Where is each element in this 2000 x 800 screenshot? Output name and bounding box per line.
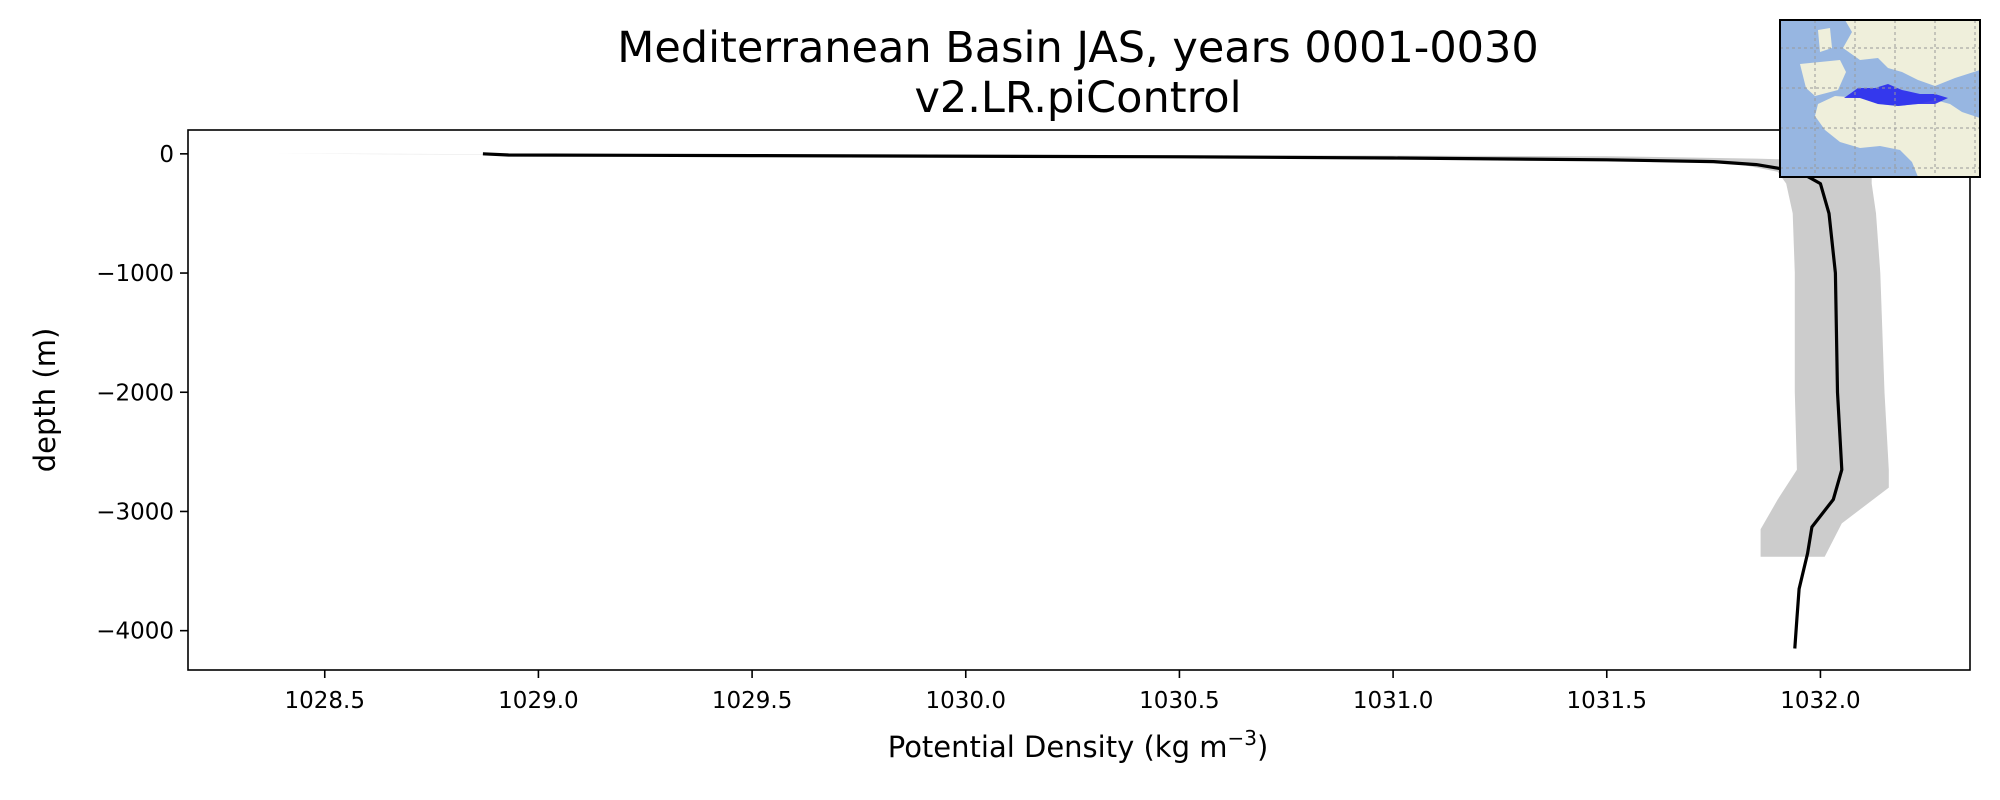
x-tick-label: 1031.5 <box>1567 688 1647 714</box>
chart-subtitle: v2.LR.piControl <box>914 73 1241 123</box>
y-tick-label: −2000 <box>96 380 174 406</box>
x-tick-label: 1030.5 <box>1139 688 1219 714</box>
y-tick-label: 0 <box>159 142 174 168</box>
x-axis-ticks: 1028.5 1029.0 1029.5 1030.0 1030.5 1031.0 1031… <box>285 670 1861 714</box>
inset-land-europe <box>1780 20 1980 86</box>
y-tick-label: −3000 <box>96 499 174 525</box>
mean-density-profile-line <box>482 152 1844 649</box>
x-tick-label: 1029.5 <box>712 688 792 714</box>
inset-gridlines <box>1780 20 1980 177</box>
x-axis-label: Potential Density (kg m−3) <box>888 726 1269 764</box>
x-axis-label-text: Potential Density (kg m <box>888 730 1228 764</box>
inset-land-iberia <box>1800 60 1846 96</box>
x-tick-label: 1030.0 <box>926 688 1006 714</box>
x-tick-label: 1031.0 <box>1353 688 1433 714</box>
x-axis-label-suffix: ) <box>1257 730 1268 764</box>
inset-land-britain <box>1818 28 1832 52</box>
x-tick-label: 1028.5 <box>285 688 365 714</box>
plot-area <box>273 152 1889 649</box>
plot-frame <box>187 129 1971 671</box>
y-tick-label: −1000 <box>96 261 174 287</box>
x-tick-label: 1032.0 <box>1780 688 1860 714</box>
y-axis-label: depth (m) <box>28 328 62 473</box>
x-tick-label: 1029.0 <box>498 688 578 714</box>
spread-band <box>273 153 1889 557</box>
y-tick-label: −4000 <box>96 619 174 645</box>
inset-land-scandinavia <box>1880 20 1925 50</box>
x-axis-label-superscript: −3 <box>1227 726 1256 750</box>
y-axis-ticks: 0 −1000 −2000 −3000 −4000 <box>96 142 188 645</box>
inset-mediterranean-highlight <box>1844 84 1948 106</box>
inset-region-map <box>1779 19 1981 178</box>
inset-land-africa-middle-east <box>1815 96 1980 177</box>
chart-title: Mediterranean Basin JAS, years 0001-0030 <box>617 23 1539 73</box>
inset-frame <box>1779 19 1981 178</box>
